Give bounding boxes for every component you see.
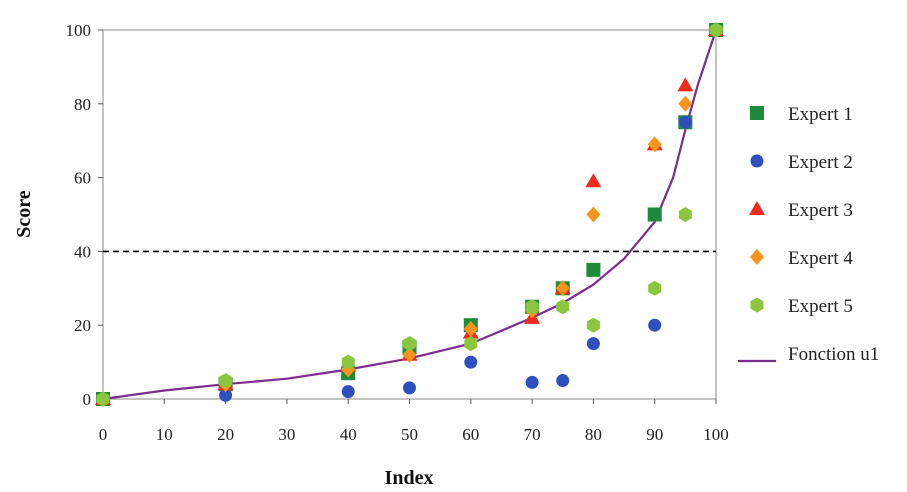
legend-symbol-3 (749, 201, 765, 215)
legend-symbol-2 (750, 154, 764, 168)
data-point-series-2 (464, 355, 478, 369)
y-tick-label: 40 (74, 242, 91, 261)
legend-symbol-4 (750, 249, 764, 265)
x-tick-label: 90 (646, 425, 663, 444)
data-points-group (95, 22, 724, 407)
legend-label: Expert 1 (788, 104, 853, 125)
data-point-series-4 (402, 346, 417, 363)
y-tick-label: 80 (74, 95, 91, 114)
data-point-series-3 (585, 173, 602, 188)
y-tick-label: 100 (66, 21, 92, 40)
data-point-series-2 (678, 115, 692, 129)
x-tick-label: 20 (217, 425, 234, 444)
x-axis-title: Index (385, 467, 434, 489)
x-tick-label: 30 (278, 425, 295, 444)
x-axis-ticks: 0 10 20 30 40 50 60 70 80 90 100 (99, 399, 729, 444)
x-tick-label: 80 (585, 425, 602, 444)
data-point-series-3 (677, 77, 694, 92)
legend-label: Expert 5 (788, 296, 853, 317)
data-point-series-5 (219, 373, 233, 389)
data-point-series-5 (341, 354, 355, 370)
legend-symbol-5 (750, 297, 764, 313)
data-point-series-2 (648, 318, 662, 332)
data-point-series-5 (525, 299, 539, 315)
y-tick-label: 0 (83, 390, 92, 409)
data-point-series-2 (219, 388, 233, 402)
legend-label: Expert 3 (788, 200, 853, 221)
data-point-series-4 (586, 206, 601, 223)
data-point-series-4 (463, 320, 478, 337)
x-tick-label: 50 (401, 425, 418, 444)
data-point-series-1 (647, 207, 662, 222)
x-tick-label: 40 (340, 425, 357, 444)
data-point-series-2 (403, 381, 416, 395)
data-point-series-2 (341, 385, 355, 399)
x-tick-label: 0 (99, 425, 108, 444)
legend-label: Expert 2 (788, 152, 853, 173)
data-point-series-2 (525, 375, 539, 389)
x-tick-label: 100 (703, 425, 729, 444)
y-axis-title: Score (13, 190, 35, 238)
data-point-series-1 (586, 262, 601, 277)
data-point-series-5 (648, 280, 662, 296)
legend: Expert 1 Expert 2 Expert 3 Expert 4 Expert 5… (738, 104, 879, 365)
legend-label: Expert 4 (788, 248, 853, 269)
data-point-series-2 (586, 337, 600, 351)
x-tick-label: 60 (462, 425, 479, 444)
series-line-fonction-u1 (102, 29, 718, 401)
data-point-series-4 (678, 95, 693, 112)
data-point-series-4 (555, 280, 570, 297)
data-point-series-5 (586, 317, 600, 333)
function-curve-group (102, 29, 718, 401)
x-tick-label: 70 (524, 425, 541, 444)
data-point-series-5 (403, 336, 416, 352)
x-tick-label: 10 (156, 425, 173, 444)
data-point-series-2 (556, 374, 570, 388)
data-point-series-4 (647, 136, 662, 153)
data-point-series-5 (678, 207, 692, 222)
y-tick-label: 20 (74, 316, 91, 335)
data-point-series-5 (464, 336, 478, 352)
y-tick-label: 60 (74, 169, 91, 188)
data-point-series-5 (96, 391, 110, 407)
data-point-series-5 (709, 22, 723, 38)
legend-symbol-1 (750, 106, 764, 120)
y-axis-ticks: 0 20 40 60 80 100 (66, 21, 103, 409)
legend-label: Fonction u1 (788, 344, 879, 365)
data-point-series-5 (556, 299, 570, 315)
